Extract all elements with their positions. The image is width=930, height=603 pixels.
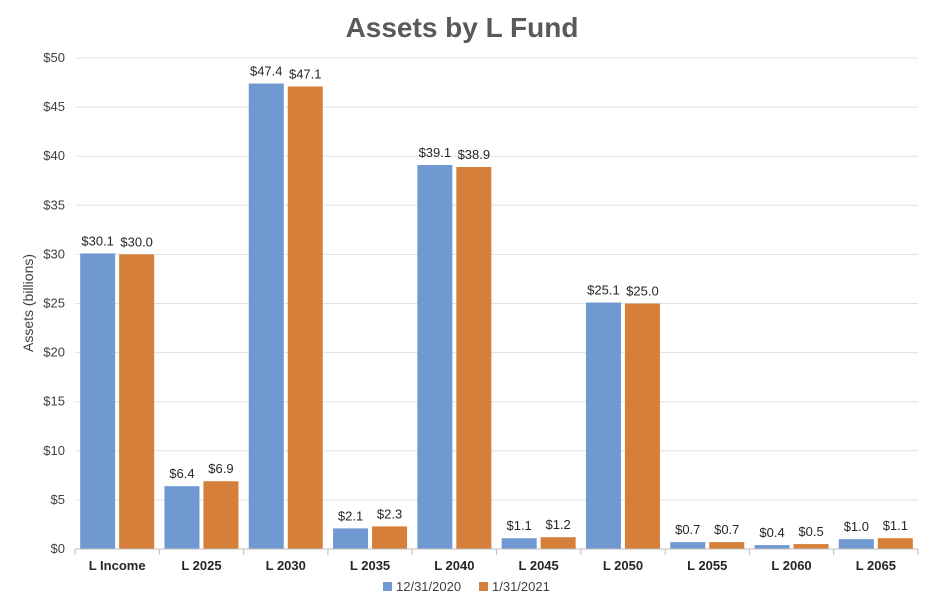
data-label: $1.2: [545, 517, 570, 532]
data-label: $2.3: [377, 506, 402, 521]
data-label: $0.5: [798, 524, 823, 539]
x-category-label: L 2050: [603, 558, 643, 573]
data-label: $1.1: [883, 518, 908, 533]
bar-jan-2021: [709, 542, 745, 549]
bar-dec-2020: [670, 542, 706, 549]
x-category-label: L 2065: [856, 558, 896, 573]
bar-dec-2020: [501, 538, 537, 549]
bar-dec-2020: [417, 165, 453, 549]
bar-dec-2020: [248, 83, 284, 550]
bar-dec-2020: [754, 545, 790, 549]
x-category-label: L 2055: [687, 558, 727, 573]
data-label: $38.9: [458, 147, 491, 162]
data-label: $25.0: [626, 284, 659, 299]
y-tick-label: $30: [43, 246, 65, 261]
legend: 12/31/2020 1/31/2021: [383, 579, 550, 594]
data-label: $1.1: [506, 518, 531, 533]
y-tick-label: $25: [43, 296, 65, 311]
bar-dec-2020: [333, 528, 369, 549]
legend-swatch: [479, 582, 488, 591]
y-tick-label: $35: [43, 197, 65, 212]
data-label: $47.1: [289, 66, 322, 81]
y-tick-label: $0: [51, 541, 65, 556]
bar-dec-2020: [838, 539, 874, 549]
data-label: $30.1: [81, 233, 114, 248]
x-axis: L Income L 2025 L 2030 L 2035 L 2040 L 2045 L …: [74, 548, 919, 573]
data-label: $0.7: [714, 522, 739, 537]
bar-jan-2021: [119, 254, 155, 549]
bar-jan-2021: [203, 481, 239, 549]
x-category-label: L 2035: [350, 558, 390, 573]
data-label: $30.0: [120, 234, 153, 249]
data-label: $1.0: [844, 519, 869, 534]
x-category-label: L 2045: [519, 558, 559, 573]
y-tick-label: $15: [43, 394, 65, 409]
chart-title: Assets by L Fund: [346, 12, 579, 43]
legend-swatch: [383, 582, 392, 591]
bar-dec-2020: [164, 486, 200, 549]
data-label: $47.4: [250, 64, 283, 79]
y-tick-label: $50: [43, 50, 65, 65]
x-category-label: L 2040: [434, 558, 474, 573]
data-label: $0.7: [675, 522, 700, 537]
bar-jan-2021: [456, 167, 492, 549]
data-label: $6.9: [208, 461, 233, 476]
bar-jan-2021: [287, 86, 323, 549]
y-axis-ticks: $0 $5 $10 $15 $20 $25 $30 $35 $40 $45 $50: [43, 50, 65, 556]
y-tick-label: $20: [43, 345, 65, 360]
bar-dec-2020: [585, 302, 621, 549]
x-category-label: L 2060: [771, 558, 811, 573]
bar-jan-2021: [372, 526, 408, 549]
bar-jan-2021: [624, 303, 660, 549]
y-axis-title: Assets (billions): [20, 254, 36, 352]
y-tick-label: $5: [51, 492, 65, 507]
gridlines: [75, 57, 918, 501]
bar-dec-2020: [80, 253, 116, 549]
data-label: $39.1: [419, 145, 452, 160]
bar-jan-2021: [877, 538, 913, 549]
x-category-label: L 2025: [181, 558, 221, 573]
x-category-label: L Income: [89, 558, 146, 573]
data-labels: $30.1 $30.0 $6.4 $6.9 $47.4 $47.1 $2.1 $2.3 $39.…: [81, 64, 908, 541]
y-tick-label: $45: [43, 99, 65, 114]
bar-jan-2021: [793, 544, 829, 549]
legend-label: 1/31/2021: [492, 579, 550, 594]
x-category-label: L 2030: [266, 558, 306, 573]
bar-jan-2021: [540, 537, 576, 549]
y-tick-label: $10: [43, 443, 65, 458]
data-label: $25.1: [587, 283, 620, 298]
legend-label: 12/31/2020: [396, 579, 461, 594]
data-label: $6.4: [169, 466, 194, 481]
data-label: $2.1: [338, 508, 363, 523]
bars: [80, 83, 913, 550]
y-tick-label: $40: [43, 148, 65, 163]
data-label: $0.4: [759, 525, 784, 540]
